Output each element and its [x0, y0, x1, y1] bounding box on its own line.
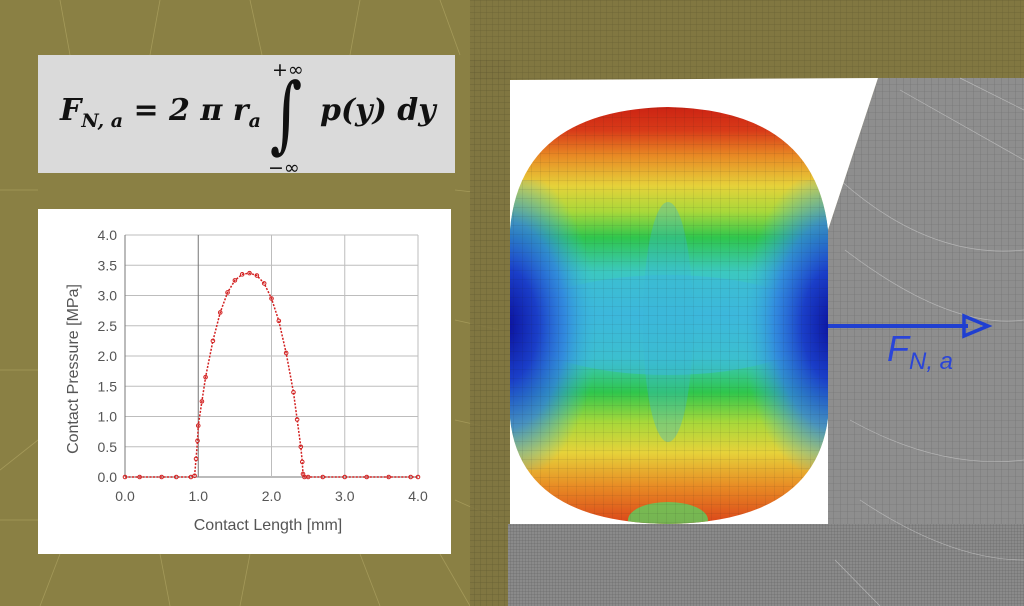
data-point	[199, 399, 205, 404]
data-point	[203, 374, 208, 380]
pressure-chart: 0.0 0.5 1.0 1.5 2.0 2.5 3.0 3.5 4.0 0.0 1.0 2.0 3.0 4…	[65, 227, 428, 534]
data-point	[225, 290, 230, 295]
grey-partner-bottom	[508, 524, 1024, 606]
y-tick-label: 0.0	[98, 469, 118, 485]
data-point	[276, 318, 282, 324]
x-axis-label: Contact Length [mm]	[194, 517, 343, 534]
fine-mesh-top	[470, 0, 1024, 80]
data-point	[298, 444, 304, 450]
chart-points	[122, 270, 421, 480]
data-point	[137, 474, 142, 480]
data-point	[254, 273, 260, 278]
data-point	[299, 459, 305, 465]
x-tick-label: 4.0	[408, 488, 428, 504]
data-point	[217, 310, 223, 315]
data-point	[173, 474, 179, 480]
data-point	[232, 278, 238, 283]
formula-lhs: FN, a = 2 π ra	[60, 93, 261, 132]
x-tick-label: 0.0	[115, 488, 135, 504]
data-point	[283, 350, 289, 356]
y-tick-label: 4.0	[98, 227, 118, 243]
data-point	[247, 270, 252, 276]
y-tick-label: 3.5	[98, 257, 118, 273]
grey-mesh-arcs	[834, 77, 1024, 606]
force-label-symbol: F	[887, 328, 909, 369]
pressure-curve	[125, 272, 418, 478]
data-point	[269, 296, 274, 301]
y-tick-label: 2.0	[98, 348, 118, 364]
x-tick-label: 2.0	[262, 488, 282, 504]
integral: +∞ ∫ −∞	[256, 59, 316, 179]
integral-sign: ∫	[270, 64, 303, 163]
integral-lower-limit: −∞	[268, 157, 300, 179]
force-label-subscript: N, a	[909, 348, 954, 376]
formula-panel: FN, a = 2 π ra +∞ ∫ −∞ p(y) dy	[38, 55, 455, 179]
data-point	[291, 390, 296, 395]
data-point	[320, 474, 326, 480]
data-point	[408, 474, 413, 480]
chart-grid	[124, 234, 419, 478]
data-point	[386, 474, 392, 480]
chart-ticks: 0.0 0.5 1.0 1.5 2.0 2.5 3.0 3.5 4.0 0.0 1.0 2.0 3.0 4…	[98, 227, 428, 504]
y-tick-label: 1.0	[98, 409, 118, 425]
chart-panel: 0.0 0.5 1.0 1.5 2.0 2.5 3.0 3.5 4.0 0.0 1.0 2.0 3.0 4…	[38, 209, 451, 554]
y-tick-label: 1.5	[98, 378, 118, 394]
data-point	[305, 474, 311, 480]
data-point	[210, 338, 216, 344]
data-point	[415, 474, 421, 480]
data-point	[364, 474, 370, 480]
y-tick-label: 2.5	[98, 318, 118, 334]
integral-upper-limit: +∞	[272, 59, 304, 81]
data-point	[122, 474, 128, 480]
data-point	[195, 423, 201, 428]
data-point	[342, 474, 348, 480]
data-point	[192, 473, 197, 479]
data-point	[193, 456, 199, 462]
x-tick-label: 3.0	[335, 488, 355, 504]
data-point	[159, 474, 164, 480]
force-label: FN, a	[887, 328, 953, 376]
data-point	[239, 272, 245, 277]
fine-mesh-left	[470, 60, 510, 606]
data-point	[195, 438, 200, 443]
data-point	[261, 281, 267, 286]
x-tick-label: 1.0	[189, 488, 209, 504]
contour-body	[510, 107, 828, 524]
y-tick-label: 0.5	[98, 439, 118, 455]
formula-lhs-symbol: F	[60, 93, 82, 128]
force-arrow	[828, 313, 993, 339]
formula-integrand: p(y) dy	[320, 93, 436, 128]
y-axis-label: Contact Pressure [MPa]	[65, 284, 82, 454]
coarse-mesh-lines	[0, 0, 501, 606]
formula-rhs-subscript: a	[248, 110, 261, 132]
data-point	[294, 417, 300, 422]
y-tick-label: 3.0	[98, 288, 118, 304]
formula-rhs-prefix: = 2 π r	[133, 93, 249, 128]
formula-lhs-subscript: N, a	[81, 110, 124, 132]
grey-partner-right	[828, 78, 1024, 606]
